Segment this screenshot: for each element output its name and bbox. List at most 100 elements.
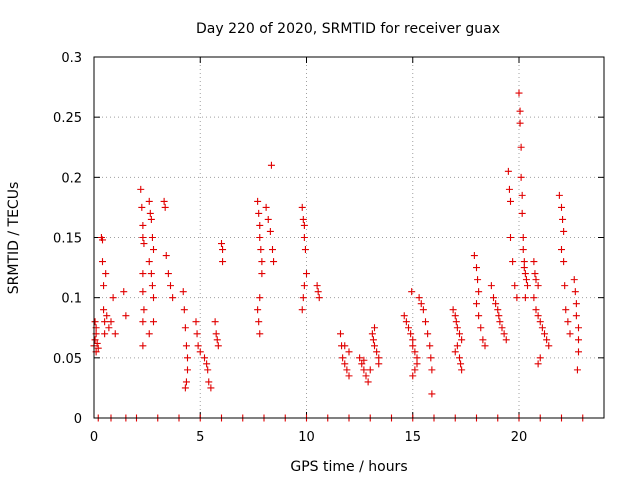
data-point <box>504 167 512 175</box>
data-point <box>494 306 502 314</box>
data-point <box>211 318 219 326</box>
x-tick-label: 10 <box>298 430 315 445</box>
data-point <box>262 203 270 211</box>
y-tick-label: 0.2 <box>61 171 82 186</box>
data-point <box>371 342 378 350</box>
data-point <box>341 342 349 350</box>
data-point <box>196 348 204 356</box>
data-point <box>219 246 227 254</box>
data-point <box>413 354 421 362</box>
data-point <box>449 306 457 314</box>
data-point <box>300 221 308 229</box>
data-point <box>91 336 99 344</box>
data-point <box>105 324 113 332</box>
grid-lines <box>94 57 604 418</box>
data-point <box>139 342 147 350</box>
data-point <box>402 318 410 326</box>
data-point <box>522 276 530 284</box>
data-point <box>456 354 463 362</box>
data-point <box>511 282 519 290</box>
data-point <box>94 344 102 352</box>
data-point <box>536 318 544 326</box>
data-point <box>161 203 169 211</box>
data-point <box>100 306 108 314</box>
data-point <box>373 348 381 356</box>
data-point <box>256 294 264 302</box>
data-point <box>475 312 483 320</box>
data-point <box>558 203 565 211</box>
data-point <box>181 384 189 392</box>
data-point <box>427 354 435 362</box>
data-point <box>180 306 188 314</box>
data-point <box>99 258 106 266</box>
data-point <box>212 330 220 338</box>
data-point <box>345 348 353 356</box>
data-point <box>536 354 544 362</box>
data-point <box>495 312 503 320</box>
data-point <box>570 276 578 284</box>
data-point <box>339 354 347 362</box>
data-point <box>360 366 368 374</box>
data-point <box>169 294 177 302</box>
data-point <box>147 215 155 223</box>
data-point <box>214 342 222 350</box>
data-point <box>369 336 377 344</box>
data-point <box>555 191 563 199</box>
data-point <box>300 234 308 241</box>
data-point <box>408 288 416 296</box>
data-point <box>530 258 538 266</box>
data-point <box>213 336 221 344</box>
data-point <box>413 360 421 368</box>
x-tick-label: 0 <box>90 430 98 445</box>
data-point <box>111 330 119 338</box>
data-point <box>532 306 540 314</box>
data-point <box>181 324 189 332</box>
data-point <box>500 330 508 338</box>
data-point <box>270 258 278 266</box>
data-point <box>473 264 480 272</box>
data-point <box>458 366 466 374</box>
data-point <box>107 318 115 326</box>
data-point <box>139 288 147 296</box>
data-point <box>371 324 378 332</box>
x-tick-label: 5 <box>196 430 204 445</box>
data-point <box>513 294 521 302</box>
data-point <box>534 360 542 368</box>
data-point <box>575 324 582 332</box>
data-point <box>139 270 147 278</box>
data-point <box>474 276 482 284</box>
data-point <box>218 240 225 248</box>
data-point <box>538 324 546 332</box>
data-point <box>534 282 542 290</box>
data-point <box>457 360 465 368</box>
data-point <box>204 366 212 374</box>
data-point <box>415 294 423 302</box>
data-point <box>139 221 147 229</box>
data-point <box>561 282 569 290</box>
data-point <box>313 282 321 290</box>
data-point <box>417 300 425 308</box>
data-point <box>452 318 460 326</box>
data-point <box>256 234 264 241</box>
data-point <box>182 342 190 350</box>
data-point <box>140 306 148 314</box>
data-point <box>520 264 528 272</box>
data-point <box>411 366 419 374</box>
data-point <box>182 378 190 386</box>
data-point <box>258 270 266 278</box>
data-point <box>477 324 485 332</box>
data-point <box>530 294 538 302</box>
data-point <box>184 366 191 374</box>
data-point <box>419 306 427 314</box>
data-point <box>507 234 514 241</box>
data-point <box>148 234 156 241</box>
data-point <box>145 197 153 205</box>
data-point <box>137 185 145 193</box>
data-point <box>407 330 415 338</box>
data-point <box>255 209 263 217</box>
data-point <box>545 342 553 350</box>
data-point <box>193 330 201 338</box>
data-point <box>358 360 366 368</box>
data-point <box>524 282 531 290</box>
data-point <box>564 318 572 326</box>
